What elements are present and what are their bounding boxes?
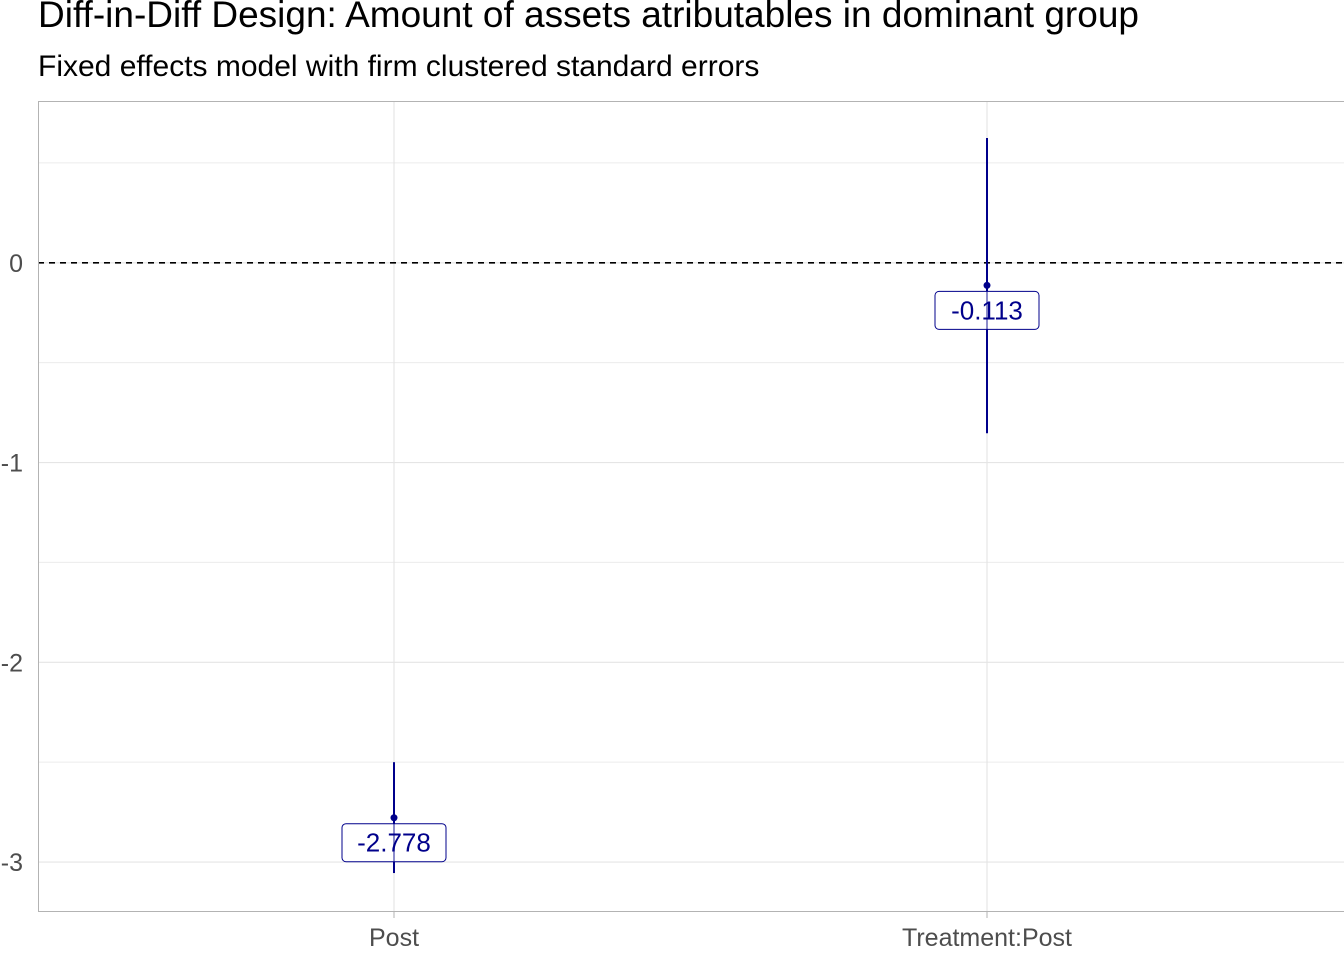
data-label-box	[341, 823, 447, 863]
y-tick-label: -1	[1, 450, 23, 478]
chart-subtitle: Fixed effects model with firm clustered …	[38, 50, 760, 83]
marks-layer: -2.778 -0.113	[341, 137, 1040, 874]
plot-panel	[38, 101, 1344, 912]
point-estimate	[983, 281, 991, 289]
axis-layer: 0 -1 -2 -3 Post Treatment:Post	[1, 250, 1072, 952]
y-tick-label: 0	[9, 250, 23, 278]
x-tick-label: Treatment:Post	[902, 924, 1072, 952]
grid-layer	[38, 101, 1344, 912]
point-estimate	[390, 814, 398, 822]
x-tick-label: Post	[369, 924, 419, 952]
y-tick-label: -3	[1, 849, 23, 877]
y-tick-label: -2	[1, 649, 23, 677]
data-label-box	[934, 290, 1040, 330]
data-label: -2.778	[357, 828, 431, 858]
chart-title: Diff-in-Diff Design: Amount of assets at…	[38, 0, 1139, 35]
data-label: -0.113	[951, 295, 1023, 325]
